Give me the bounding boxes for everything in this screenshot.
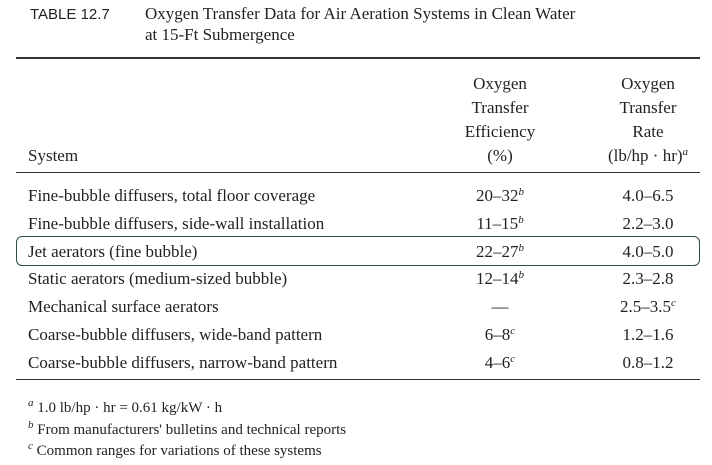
cell-rate: 2.2–3.0 xyxy=(498,214,712,234)
title-line: at 15-Ft Submergence xyxy=(145,25,295,44)
footnote-mark: c xyxy=(510,352,516,365)
footnote-mark: c xyxy=(28,440,33,452)
efficiency: 20–32 xyxy=(476,186,519,205)
table-title: at 15-Ft Submergence xyxy=(145,25,295,45)
efficiency: 22–27 xyxy=(476,241,519,261)
rate: 2.2–3.0 xyxy=(622,213,674,233)
column-header-line: Efficiency xyxy=(464,122,536,141)
cell-efficiency: 22–27b xyxy=(350,242,650,262)
rate: 1.2–1.6 xyxy=(622,325,674,344)
footnote-text: 1.0 lb/hp · hr = 0.61 kg/kW · h xyxy=(37,400,223,416)
column-header: Oxygen xyxy=(350,74,650,94)
cell-efficiency: 11–15b xyxy=(350,214,650,234)
column-header-line: Rate xyxy=(632,122,664,141)
column-header-line: Transfer xyxy=(619,98,677,117)
footnote-mark: c xyxy=(671,297,676,310)
efficiency: 6–8 xyxy=(484,325,511,344)
system: Coarse-bubble diffusers, wide-band patte… xyxy=(28,325,323,344)
bottom-rule xyxy=(16,379,700,380)
cell-efficiency: 6–8c xyxy=(350,325,650,345)
column-header: Transfer xyxy=(350,98,650,118)
column-header: (%) xyxy=(350,146,650,166)
cell-efficiency: 20–32b xyxy=(350,186,650,206)
footnote-mark: a xyxy=(28,397,34,409)
rate: 2.5–3.5 xyxy=(620,297,672,317)
cell-system: Coarse-bubble diffusers, wide-band patte… xyxy=(28,325,322,345)
column-header-line: System xyxy=(28,146,79,165)
cell-system: Coarse-bubble diffusers, narrow-band pat… xyxy=(28,353,337,373)
system: Fine-bubble diffusers, side-wall install… xyxy=(28,213,325,233)
cell-efficiency: — xyxy=(350,297,650,317)
table-label-text: TABLE 12.7 xyxy=(30,6,110,23)
cell-efficiency: 12–14b xyxy=(350,269,650,289)
header-rule xyxy=(16,172,700,173)
footnote-mark: c xyxy=(510,325,516,337)
cell-rate: 2.5–3.5c xyxy=(498,297,712,317)
column-header: Oxygen xyxy=(498,74,712,94)
cell-system: Fine-bubble diffusers, side-wall install… xyxy=(28,214,324,234)
footnote: a 1.0 lb/hp · hr = 0.61 kg/kW · h xyxy=(28,398,222,418)
column-header-line: Oxygen xyxy=(473,74,527,93)
table-label: TABLE 12.7 xyxy=(30,5,110,25)
row-highlight xyxy=(16,236,700,266)
system: Fine-bubble diffusers, total floor cover… xyxy=(28,186,316,205)
cell-rate: 4.0–5.0 xyxy=(498,242,712,262)
footnote: b From manufacturers' bulletins and tech… xyxy=(28,418,347,440)
column-header-line: Transfer xyxy=(471,98,529,117)
column-header: Transfer xyxy=(498,98,712,118)
column-header-line: (%) xyxy=(487,146,513,165)
footnote-mark: b xyxy=(518,213,524,226)
system: Coarse-bubble diffusers, narrow-band pat… xyxy=(28,352,338,372)
rate: 4.0–5.0 xyxy=(622,241,674,261)
footnote: c Common ranges for variations of these … xyxy=(28,441,322,461)
table-title: Oxygen Transfer Data for Air Aeration Sy… xyxy=(145,4,575,24)
column-header: System xyxy=(28,146,78,166)
cell-rate: 4.0–6.5 xyxy=(498,186,712,206)
footnote-mark: b xyxy=(518,241,525,254)
cell-system: Jet aerators (fine bubble) xyxy=(28,242,197,262)
cell-system: Fine-bubble diffusers, total floor cover… xyxy=(28,186,315,206)
top-rule xyxy=(16,57,700,59)
footnote-text: From manufacturers' bulletins and techni… xyxy=(37,421,347,438)
column-header-line: (lb/hp · hr) xyxy=(607,146,683,165)
cell-rate: 2.3–2.8 xyxy=(498,269,712,289)
cell-efficiency: 4–6c xyxy=(350,353,650,373)
footnote-mark: b xyxy=(518,269,525,282)
cell-rate: 1.2–1.6 xyxy=(498,325,712,345)
rate: 4.0–6.5 xyxy=(622,186,674,205)
cell-rate: 0.8–1.2 xyxy=(498,353,712,373)
footnote-mark: b xyxy=(28,418,34,431)
cell-system: Mechanical surface aerators xyxy=(28,297,219,317)
column-header: Rate xyxy=(498,122,712,142)
column-header: Efficiency xyxy=(350,122,650,142)
efficiency: — xyxy=(491,297,509,317)
efficiency: 4–6 xyxy=(484,352,511,372)
column-header-line: Oxygen xyxy=(621,74,675,93)
footnote-mark: b xyxy=(518,186,525,198)
cell-system: Static aerators (medium-sized bubble) xyxy=(28,269,287,289)
column-header: (lb/hp · hr)a xyxy=(498,146,712,166)
system: Jet aerators (fine bubble) xyxy=(28,241,198,261)
system: Static aerators (medium-sized bubble) xyxy=(28,269,288,289)
footnote-mark: a xyxy=(682,146,689,158)
efficiency: 11–15 xyxy=(476,213,519,233)
system: Mechanical surface aerators xyxy=(28,297,219,317)
title-line: Oxygen Transfer Data for Air Aeration Sy… xyxy=(145,4,576,23)
rate: 2.3–2.8 xyxy=(622,269,674,289)
footnote-text: Common ranges for variations of these sy… xyxy=(36,443,322,459)
rate: 0.8–1.2 xyxy=(622,352,674,372)
efficiency: 12–14 xyxy=(476,269,519,289)
